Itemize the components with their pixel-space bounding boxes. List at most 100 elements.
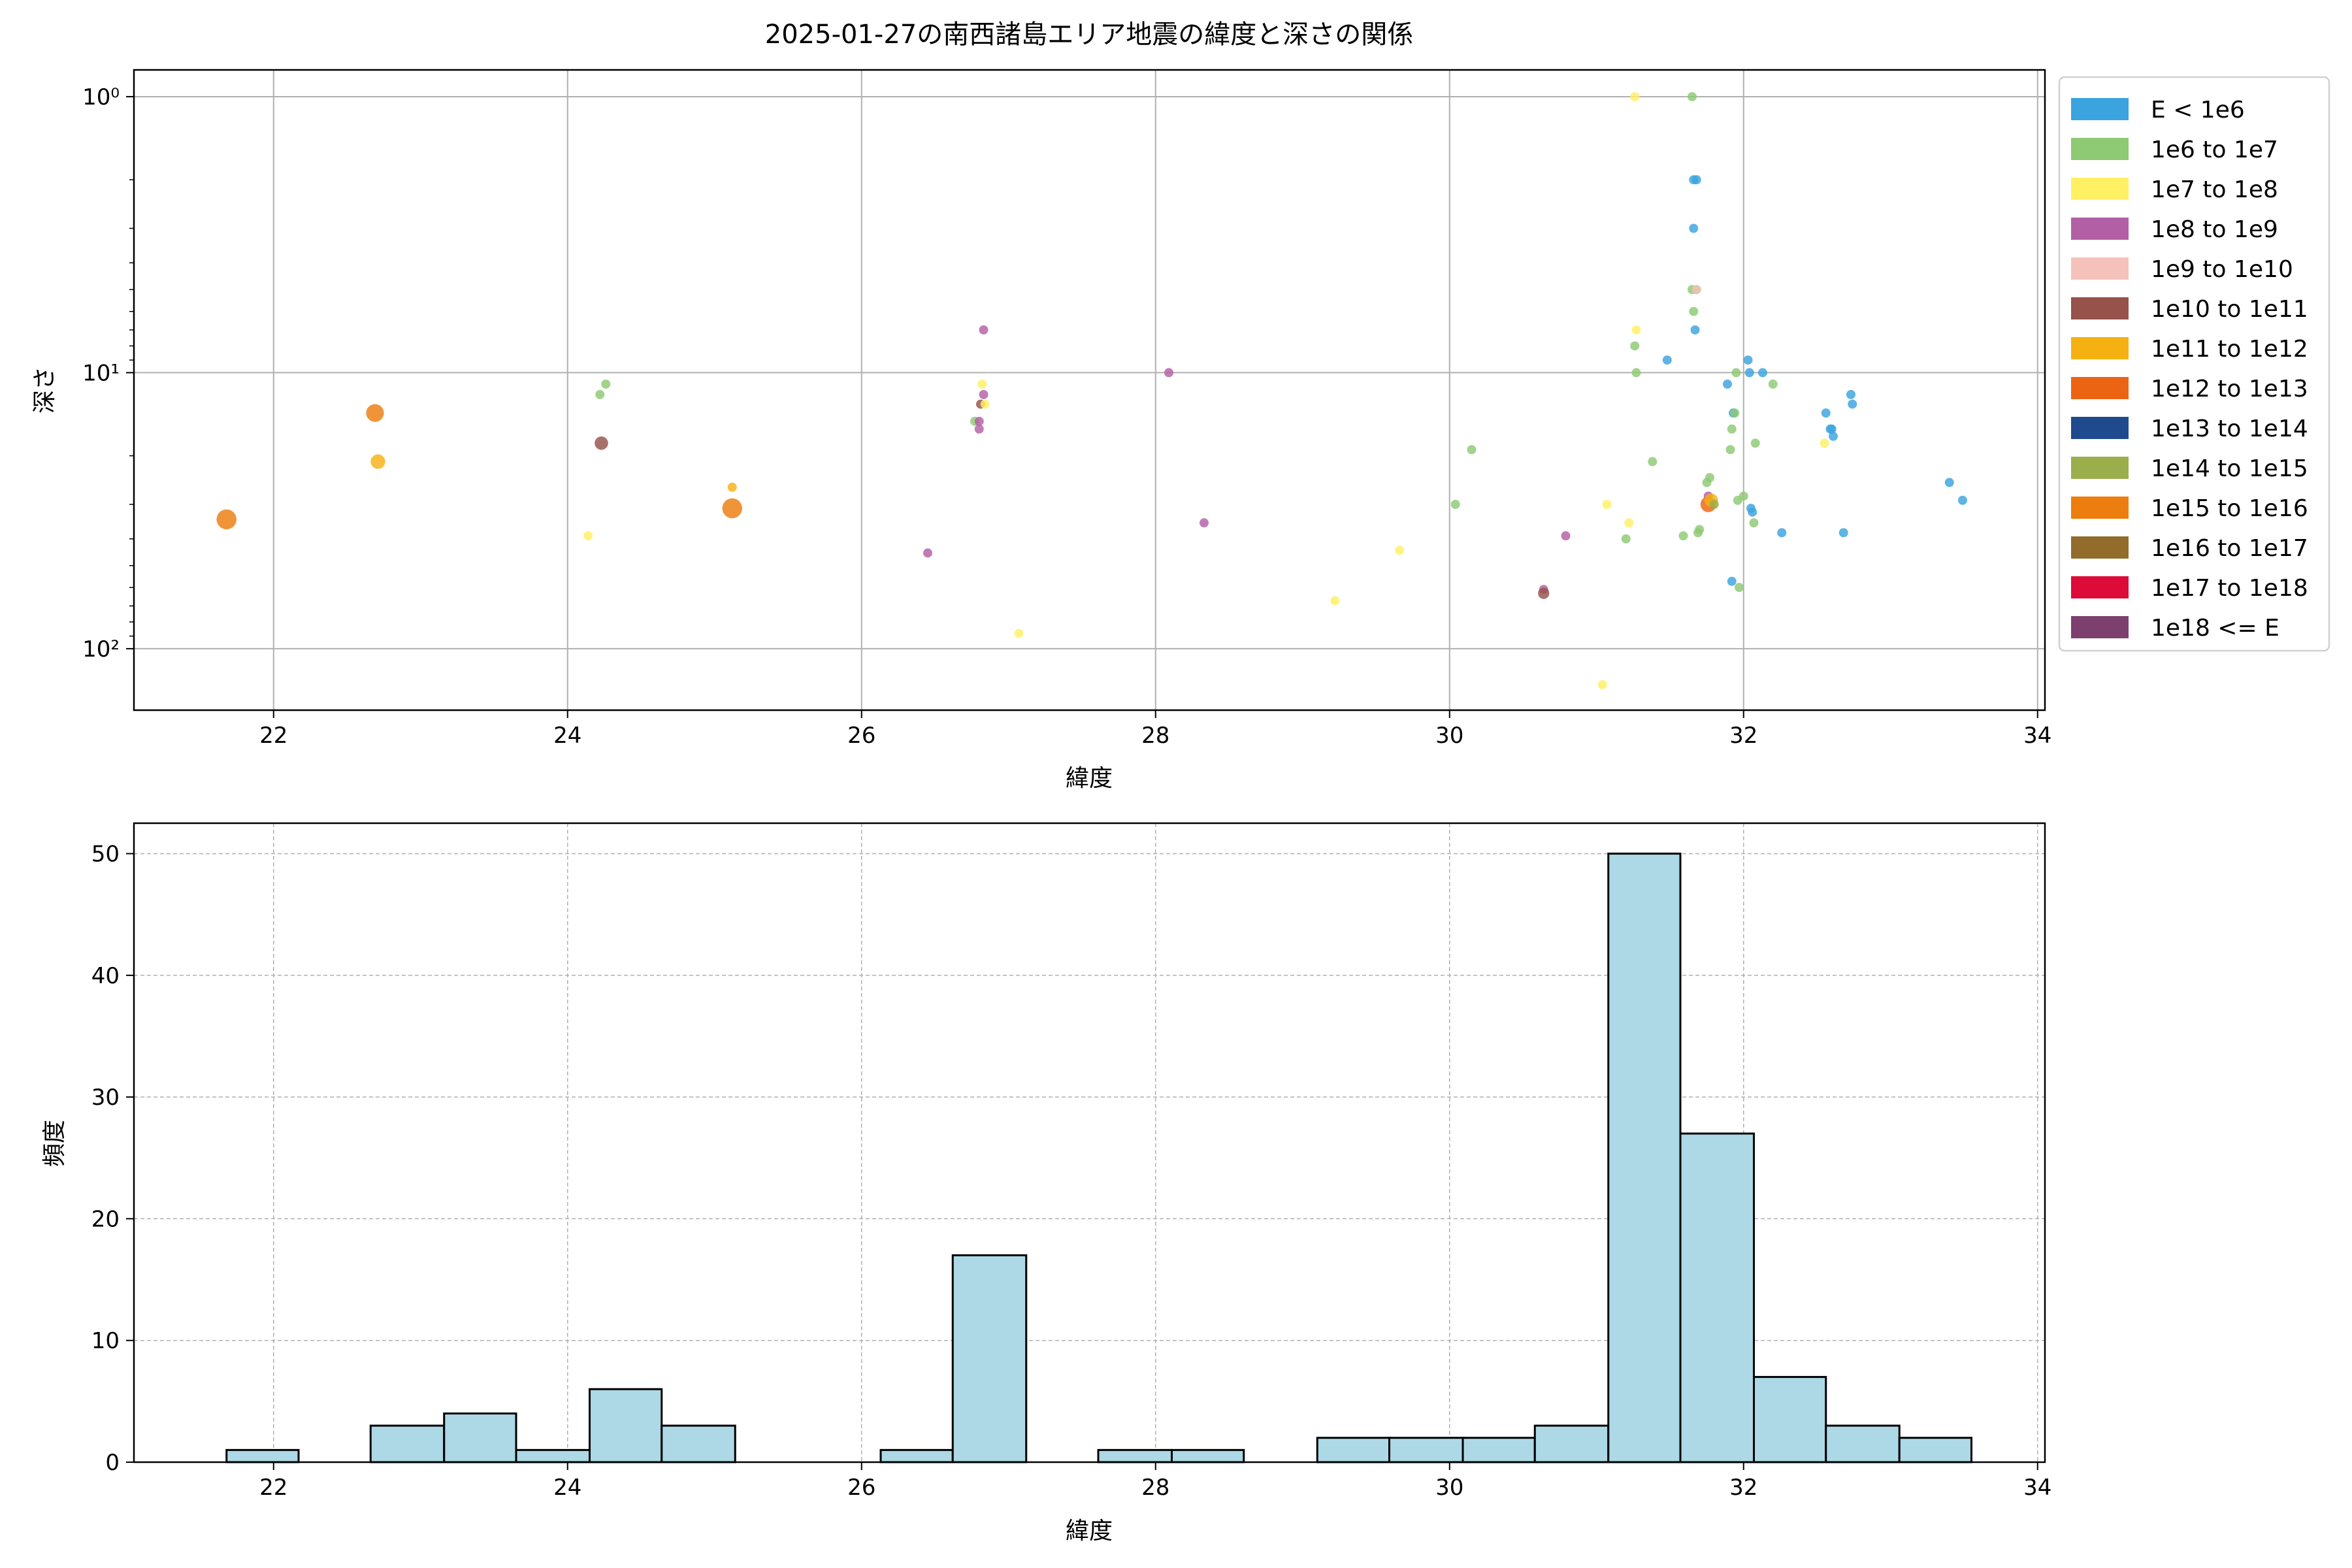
scatter-point bbox=[1944, 478, 1954, 487]
histogram-y-tick-label: 20 bbox=[91, 1206, 120, 1232]
scatter-point bbox=[1846, 389, 1855, 399]
legend-label: 1e15 to 1e16 bbox=[2151, 495, 2308, 522]
histogram-bar bbox=[951, 1254, 1028, 1463]
legend-label: 1e13 to 1e14 bbox=[2151, 416, 2308, 442]
scatter-point bbox=[1838, 528, 1848, 538]
scatter-point bbox=[1743, 355, 1753, 365]
scatter-point bbox=[1827, 424, 1837, 434]
scatter-y-tick-label: 10² bbox=[82, 636, 120, 662]
scatter-x-tick-label: 24 bbox=[553, 723, 581, 749]
scatter-point bbox=[601, 379, 611, 389]
legend-label: 1e12 to 1e13 bbox=[2151, 376, 2308, 402]
histogram-x-tick-label: 34 bbox=[2023, 1475, 2051, 1501]
legend-swatch bbox=[2071, 297, 2129, 319]
scatter-y-axis-label: 深さ bbox=[31, 367, 58, 414]
legend-swatch bbox=[2071, 257, 2129, 280]
scatter-grid bbox=[134, 70, 2045, 710]
histogram-y-axis-label: 頻度 bbox=[41, 1120, 68, 1167]
scatter-point bbox=[1958, 495, 1967, 505]
scatter-point bbox=[366, 404, 384, 422]
legend-swatch bbox=[2071, 536, 2129, 559]
scatter-point bbox=[980, 399, 990, 409]
scatter-point bbox=[1731, 368, 1741, 378]
legend-label: 1e18 <= E bbox=[2151, 615, 2279, 642]
histogram-bar bbox=[879, 1448, 954, 1463]
histogram-bar bbox=[443, 1412, 517, 1463]
scatter-x-tick-label: 34 bbox=[2023, 723, 2051, 749]
scatter-point bbox=[1467, 445, 1477, 455]
scatter-point bbox=[1689, 223, 1699, 233]
scatter-title: 2025-01-27の南西諸島エリア地震の緯度と深さの関係 bbox=[765, 20, 1413, 50]
histogram-x-tick-label: 26 bbox=[847, 1475, 875, 1501]
legend-swatch bbox=[2071, 457, 2129, 479]
scatter-point bbox=[1730, 408, 1740, 418]
scatter-point bbox=[1750, 438, 1760, 448]
scatter-point bbox=[1727, 424, 1737, 434]
scatter-x-tick-label: 32 bbox=[1729, 723, 1757, 749]
scatter-points bbox=[216, 91, 1967, 689]
scatter-point bbox=[1768, 379, 1778, 389]
legend-swatch bbox=[2071, 178, 2129, 200]
legend-swatch bbox=[2071, 138, 2129, 160]
scatter-point bbox=[1631, 325, 1641, 335]
scatter-point bbox=[1648, 457, 1658, 466]
scatter-point bbox=[1691, 175, 1701, 185]
scatter-point bbox=[727, 482, 737, 492]
legend-label: 1e16 to 1e17 bbox=[2151, 535, 2308, 562]
legend-label: 1e11 to 1e12 bbox=[2151, 336, 2308, 363]
scatter-point bbox=[1691, 285, 1701, 295]
histogram-bar bbox=[1388, 1437, 1464, 1463]
legend-swatch bbox=[2071, 497, 2129, 519]
legend-label: 1e7 to 1e8 bbox=[2151, 176, 2278, 203]
histogram-bar bbox=[515, 1448, 591, 1463]
legend-items: E < 1e6 1e6 to 1e7 1e7 to 1e8 1e8 to 1e9 1e9… bbox=[2071, 97, 2308, 642]
histogram-bars bbox=[225, 853, 1972, 1463]
scatter-plot-frame bbox=[133, 69, 2046, 711]
scatter-point bbox=[1330, 596, 1340, 606]
histogram-y-tick-label: 50 bbox=[91, 841, 120, 868]
legend-label: 1e14 to 1e15 bbox=[2151, 455, 2308, 482]
histogram-y-tick-label: 10 bbox=[91, 1328, 120, 1354]
legend-label: 1e8 to 1e9 bbox=[2151, 216, 2278, 243]
scatter-point bbox=[1705, 473, 1714, 483]
scatter-point bbox=[1690, 325, 1700, 335]
histogram-bar bbox=[1607, 853, 1682, 1463]
histogram-bar bbox=[1753, 1376, 1827, 1463]
histogram-bar bbox=[369, 1424, 446, 1463]
legend: E < 1e6 1e6 to 1e7 1e7 to 1e8 1e8 to 1e9 1e9… bbox=[2058, 76, 2330, 652]
scatter-axes: 22 24 26 28 30 32 34 10⁰ 10¹ 10² bbox=[82, 84, 2051, 749]
scatter-x-axis-label: 緯度 bbox=[1066, 765, 1113, 792]
histogram-x-axis-label: 緯度 bbox=[1066, 1518, 1113, 1544]
scatter-point bbox=[1621, 534, 1631, 544]
histogram-bar bbox=[225, 1448, 300, 1463]
scatter-point bbox=[216, 509, 237, 530]
histogram-bar bbox=[1097, 1448, 1173, 1463]
histogram-x-tick-label: 30 bbox=[1435, 1475, 1463, 1501]
scatter-y-tick-label: 10⁰ bbox=[82, 84, 120, 110]
scatter-point bbox=[1538, 587, 1550, 599]
scatter-point bbox=[583, 531, 593, 541]
scatter-point bbox=[1662, 355, 1672, 365]
histogram-y-tick-label: 40 bbox=[91, 963, 120, 989]
histogram-y-tick-label: 30 bbox=[91, 1085, 120, 1111]
scatter-point bbox=[1014, 629, 1024, 638]
histogram-plot-frame bbox=[133, 822, 2046, 1463]
legend-label: 1e9 to 1e10 bbox=[2151, 256, 2293, 283]
scatter-point bbox=[1561, 531, 1571, 541]
histogram-bar bbox=[589, 1388, 663, 1463]
scatter-point bbox=[1848, 399, 1857, 409]
scatter-point bbox=[977, 379, 987, 389]
legend-label: E < 1e6 bbox=[2151, 97, 2245, 123]
legend-swatch bbox=[2071, 377, 2129, 399]
scatter-point bbox=[1695, 525, 1705, 534]
scatter-point bbox=[1630, 91, 1640, 101]
scatter-point bbox=[1200, 518, 1209, 528]
scatter-point bbox=[1723, 379, 1732, 389]
histogram-x-tick-label: 24 bbox=[553, 1475, 581, 1501]
scatter-point bbox=[1727, 576, 1737, 586]
scatter-point bbox=[595, 436, 608, 450]
legend-label: 1e17 to 1e18 bbox=[2151, 575, 2308, 602]
scatter-point bbox=[1735, 583, 1744, 593]
scatter-point bbox=[1164, 368, 1173, 378]
